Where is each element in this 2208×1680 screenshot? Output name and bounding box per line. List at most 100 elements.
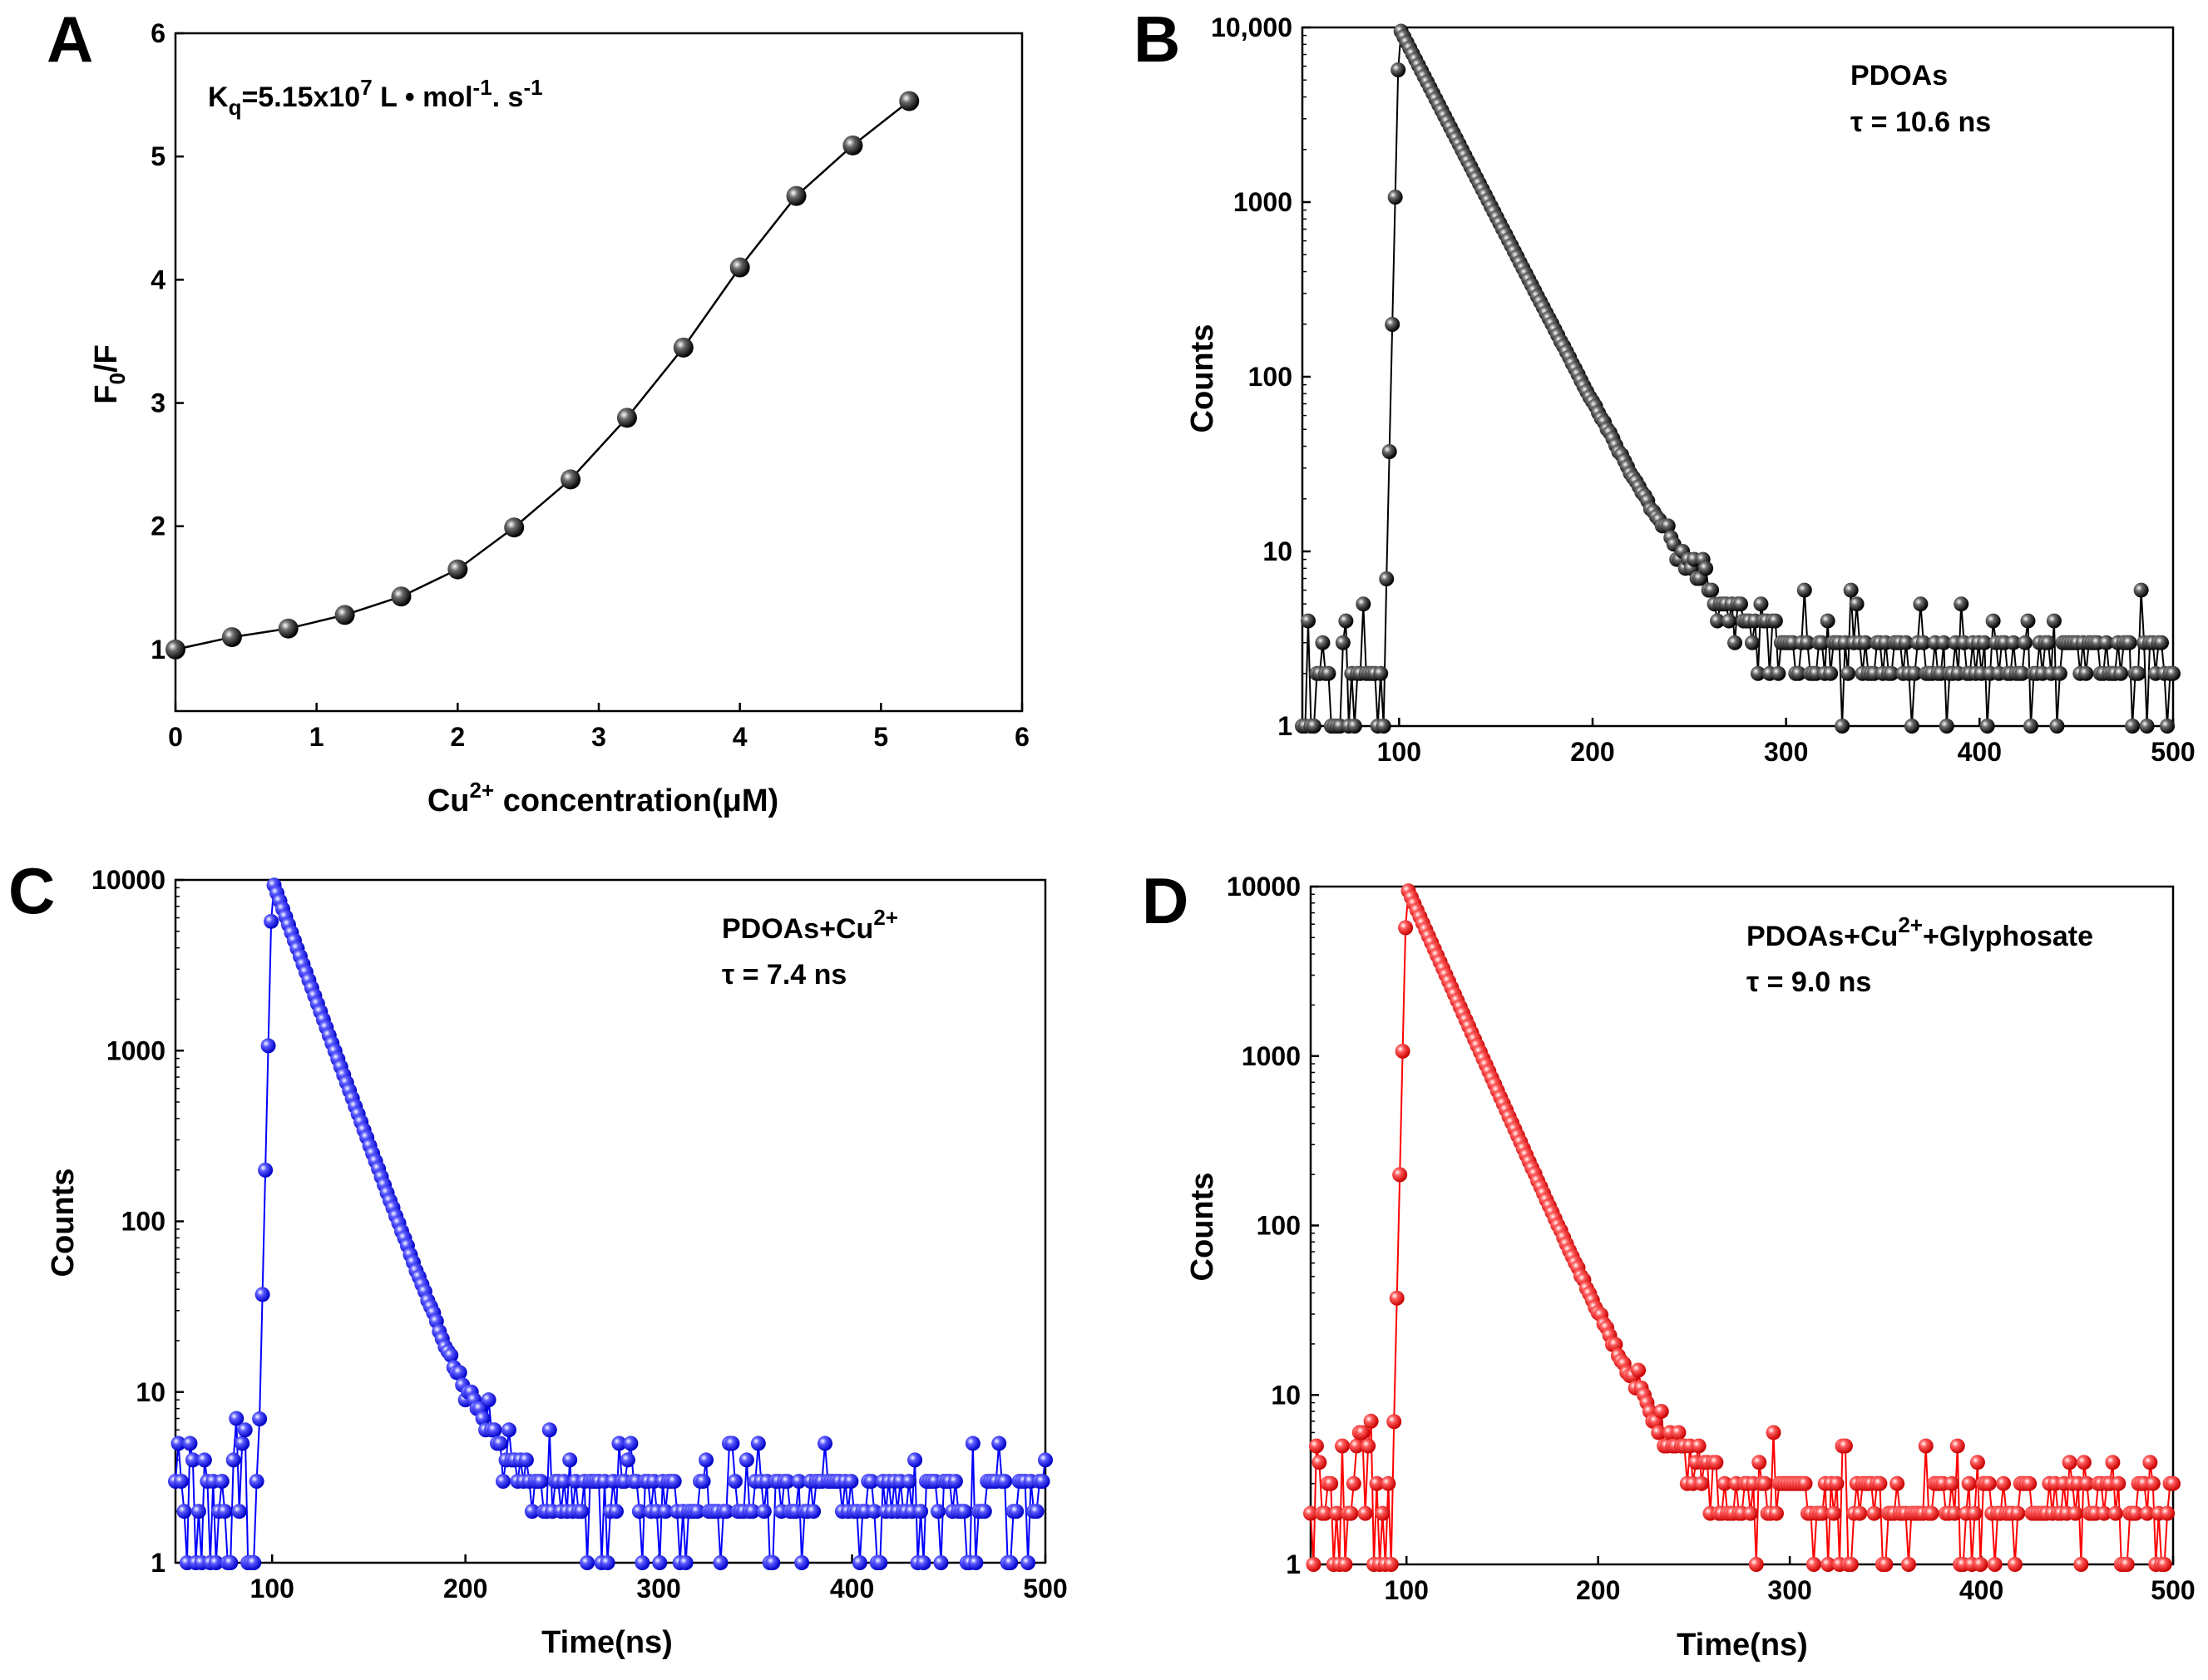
data-point (235, 1435, 250, 1451)
data-point (2062, 1455, 2077, 1470)
series-line (1310, 890, 2173, 1565)
x-tick-label: 300 (636, 1574, 680, 1603)
data-point (1315, 635, 1331, 650)
y-axis-label-a: F0/F (89, 344, 130, 403)
data-point (2156, 1557, 2172, 1572)
data-point (635, 1555, 650, 1570)
data-point (504, 517, 525, 538)
data-point (899, 91, 920, 111)
data-point (1742, 1505, 1758, 1521)
data-point (956, 1504, 972, 1519)
data-point (678, 1555, 694, 1570)
data-point (278, 618, 299, 639)
x-tick-label: 6 (1015, 722, 1030, 752)
data-point (173, 1474, 189, 1490)
data-point (1939, 719, 1954, 734)
data-point (1872, 1475, 1888, 1491)
data-point (1840, 665, 1856, 681)
data-point (872, 1555, 888, 1570)
y-tick-label: 1 (1286, 1549, 1301, 1579)
data-point (1379, 571, 1395, 586)
data-point (1003, 1555, 1019, 1570)
data-point (1691, 1438, 1707, 1454)
annotation-d-line1: PDOAs+Cu2++Glyphosate (1746, 912, 2093, 952)
annotation-c-line1: PDOAs+Cu2+ (722, 905, 898, 945)
data-point (1311, 1455, 1327, 1470)
data-point (2166, 665, 2181, 681)
data-point (2160, 719, 2176, 734)
data-point (2119, 1557, 2135, 1572)
data-point (2142, 1455, 2158, 1470)
y-tick-label: 1 (151, 635, 165, 665)
data-point (1820, 1557, 1836, 1572)
data-point (524, 1504, 540, 1519)
data-point (208, 1555, 224, 1570)
data-point (1721, 613, 1737, 629)
data-point (611, 1435, 627, 1451)
data-point (1392, 1167, 1408, 1183)
data-point (2022, 1475, 2038, 1491)
data-point (443, 1347, 459, 1363)
y-axis-label-c: Counts (46, 1169, 81, 1277)
data-point (249, 1474, 264, 1490)
data-point (2128, 1505, 2144, 1521)
data-point (1820, 613, 1835, 629)
y-tick-label: 10000 (1227, 872, 1301, 902)
data-point (1884, 665, 1899, 681)
data-point (756, 1504, 772, 1519)
data-point (1898, 635, 1914, 650)
data-point (1837, 1438, 1853, 1454)
x-tick-label: 300 (1764, 737, 1808, 767)
data-point (2052, 665, 2067, 681)
data-point (1308, 1438, 1324, 1454)
data-point (221, 627, 242, 648)
x-tick-label: 200 (1570, 737, 1614, 767)
data-point (1996, 1475, 2012, 1491)
data-point (217, 1504, 233, 1519)
data-point (818, 1435, 833, 1451)
data-point (947, 1474, 963, 1490)
data-point (1823, 665, 1839, 681)
panel-label-a: A (47, 2, 93, 76)
data-point (1321, 665, 1336, 681)
data-point (1651, 1425, 1667, 1440)
data-point (447, 559, 468, 580)
data-point (1356, 596, 1371, 612)
data-point (2010, 1505, 2026, 1521)
data-point (1768, 1505, 1784, 1521)
x-axis-label-d: Time(ns) (1677, 1628, 1808, 1663)
data-point (2097, 1505, 2112, 1521)
data-point (991, 1435, 1007, 1451)
data-point (252, 1411, 268, 1427)
data-point (616, 408, 637, 428)
data-point (1858, 635, 1874, 650)
data-point (1361, 1438, 1376, 1454)
data-point (391, 586, 412, 607)
data-point (501, 1422, 516, 1438)
data-point (867, 1504, 882, 1519)
data-point (968, 1555, 984, 1570)
data-point (744, 1504, 760, 1519)
y-tick-label: 6 (151, 18, 165, 48)
data-point (260, 1038, 276, 1054)
data-point (2107, 1505, 2123, 1521)
y-tick-label: 10 (1271, 1380, 1301, 1410)
data-point (2122, 635, 2137, 650)
data-point (1375, 1505, 1390, 1521)
data-point (965, 1435, 981, 1451)
x-tick-label: 100 (1377, 737, 1421, 767)
data-point (1383, 1557, 1399, 1572)
data-point (1766, 1425, 1781, 1440)
data-point (779, 1474, 795, 1490)
data-point (2139, 1505, 2155, 1521)
data-point (1936, 635, 1952, 650)
panel-a: 0 1 2 3 4 5 6 1 2 3 4 5 6 Kq=5.15x107 L • mol-1. s-… (89, 18, 1030, 818)
x-tick-label: 200 (1576, 1575, 1620, 1605)
data-point (1029, 1504, 1045, 1519)
x-tick-label: 3 (591, 722, 606, 752)
data-point (913, 1504, 929, 1519)
data-point (518, 1452, 534, 1468)
annotation-b-line2: τ = 10.6 ns (1850, 106, 1991, 138)
data-point (1835, 719, 1850, 734)
data-point (1866, 1505, 1882, 1521)
